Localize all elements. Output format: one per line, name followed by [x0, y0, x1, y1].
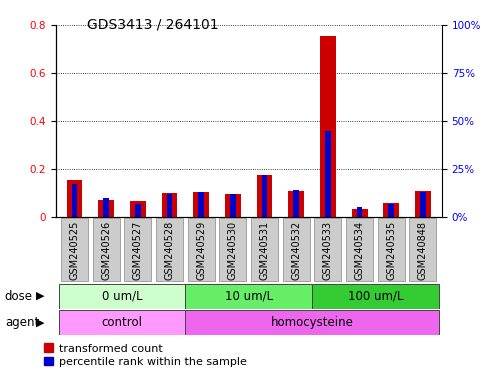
Bar — [162, 193, 177, 217]
Text: GSM240531: GSM240531 — [259, 221, 270, 280]
Bar — [130, 201, 146, 217]
Bar — [71, 184, 77, 217]
Text: GSM240526: GSM240526 — [101, 221, 111, 280]
FancyBboxPatch shape — [125, 218, 151, 281]
Text: GSM240535: GSM240535 — [386, 221, 396, 280]
FancyBboxPatch shape — [346, 218, 373, 281]
Legend: transformed count, percentile rank within the sample: transformed count, percentile rank withi… — [44, 343, 246, 367]
FancyBboxPatch shape — [283, 218, 310, 281]
Text: dose: dose — [5, 290, 33, 303]
Bar — [67, 180, 83, 217]
Bar — [99, 200, 114, 217]
Bar — [320, 36, 336, 217]
Text: GSM240528: GSM240528 — [165, 221, 174, 280]
FancyBboxPatch shape — [410, 218, 437, 281]
Text: agent: agent — [5, 316, 39, 329]
Bar — [288, 190, 304, 217]
Text: GDS3413 / 264101: GDS3413 / 264101 — [87, 17, 219, 31]
FancyBboxPatch shape — [188, 218, 215, 281]
Bar — [293, 190, 299, 217]
Text: 100 um/L: 100 um/L — [348, 290, 403, 303]
Bar — [135, 204, 141, 217]
Text: 0 um/L: 0 um/L — [102, 290, 142, 303]
Bar — [193, 192, 209, 217]
Bar — [384, 203, 399, 217]
FancyBboxPatch shape — [219, 218, 246, 281]
Text: GSM240534: GSM240534 — [355, 221, 365, 280]
Text: GSM240530: GSM240530 — [228, 221, 238, 280]
Bar — [388, 204, 394, 217]
Bar — [256, 175, 272, 217]
Text: GSM240532: GSM240532 — [291, 221, 301, 280]
Bar — [262, 175, 268, 217]
Bar — [420, 192, 426, 217]
Text: GSM240527: GSM240527 — [133, 221, 143, 280]
FancyBboxPatch shape — [185, 283, 312, 309]
Bar — [199, 192, 204, 217]
Text: homocysteine: homocysteine — [270, 316, 354, 329]
Text: ▶: ▶ — [36, 317, 45, 327]
FancyBboxPatch shape — [93, 218, 120, 281]
FancyBboxPatch shape — [251, 218, 278, 281]
Bar — [357, 207, 362, 217]
Bar — [103, 198, 109, 217]
FancyBboxPatch shape — [59, 310, 185, 335]
Text: control: control — [101, 316, 142, 329]
FancyBboxPatch shape — [59, 283, 185, 309]
Text: GSM240533: GSM240533 — [323, 221, 333, 280]
Bar — [225, 194, 241, 217]
Bar — [415, 190, 431, 217]
Text: ▶: ▶ — [36, 291, 45, 301]
FancyBboxPatch shape — [156, 218, 183, 281]
Text: GSM240525: GSM240525 — [70, 221, 80, 280]
FancyBboxPatch shape — [61, 218, 88, 281]
Text: GSM240848: GSM240848 — [418, 221, 428, 280]
Bar — [325, 131, 331, 217]
Bar — [167, 194, 172, 217]
FancyBboxPatch shape — [185, 310, 439, 335]
Bar — [352, 209, 368, 217]
FancyBboxPatch shape — [378, 218, 405, 281]
FancyBboxPatch shape — [314, 218, 341, 281]
Text: GSM240529: GSM240529 — [196, 221, 206, 280]
Text: 10 um/L: 10 um/L — [225, 290, 273, 303]
Bar — [230, 194, 236, 217]
FancyBboxPatch shape — [312, 283, 439, 309]
